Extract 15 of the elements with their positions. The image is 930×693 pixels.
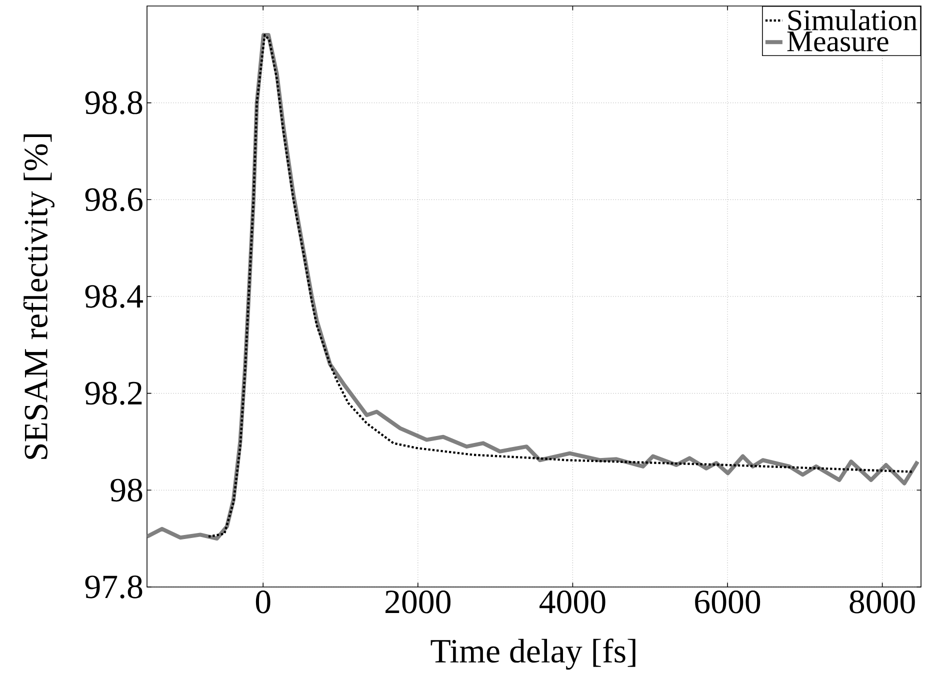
y-tick-label: 98 [110, 478, 142, 502]
y-tick-label: 98.8 [85, 91, 142, 114]
y-axis-title: SESAM reflectivity [%] [23, 134, 54, 459]
legend-label: Measure [787, 32, 888, 52]
y-tick-label: 97.8 [85, 575, 142, 598]
x-tick-label: 6000 [695, 590, 760, 614]
x-tick-label: 2000 [386, 590, 450, 614]
x-tick-label: 8000 [850, 590, 915, 614]
legend-label: Simulation [788, 9, 918, 30]
y-tick-label: 98.6 [85, 188, 142, 212]
y-tick-label: 98.4 [85, 284, 143, 308]
x-tick-label: 0 [256, 590, 270, 614]
x-axis-title: Time delay [fs] [430, 638, 636, 670]
x-tick-label: 4000 [539, 590, 606, 614]
y-tick-label: 98.2 [85, 382, 142, 405]
